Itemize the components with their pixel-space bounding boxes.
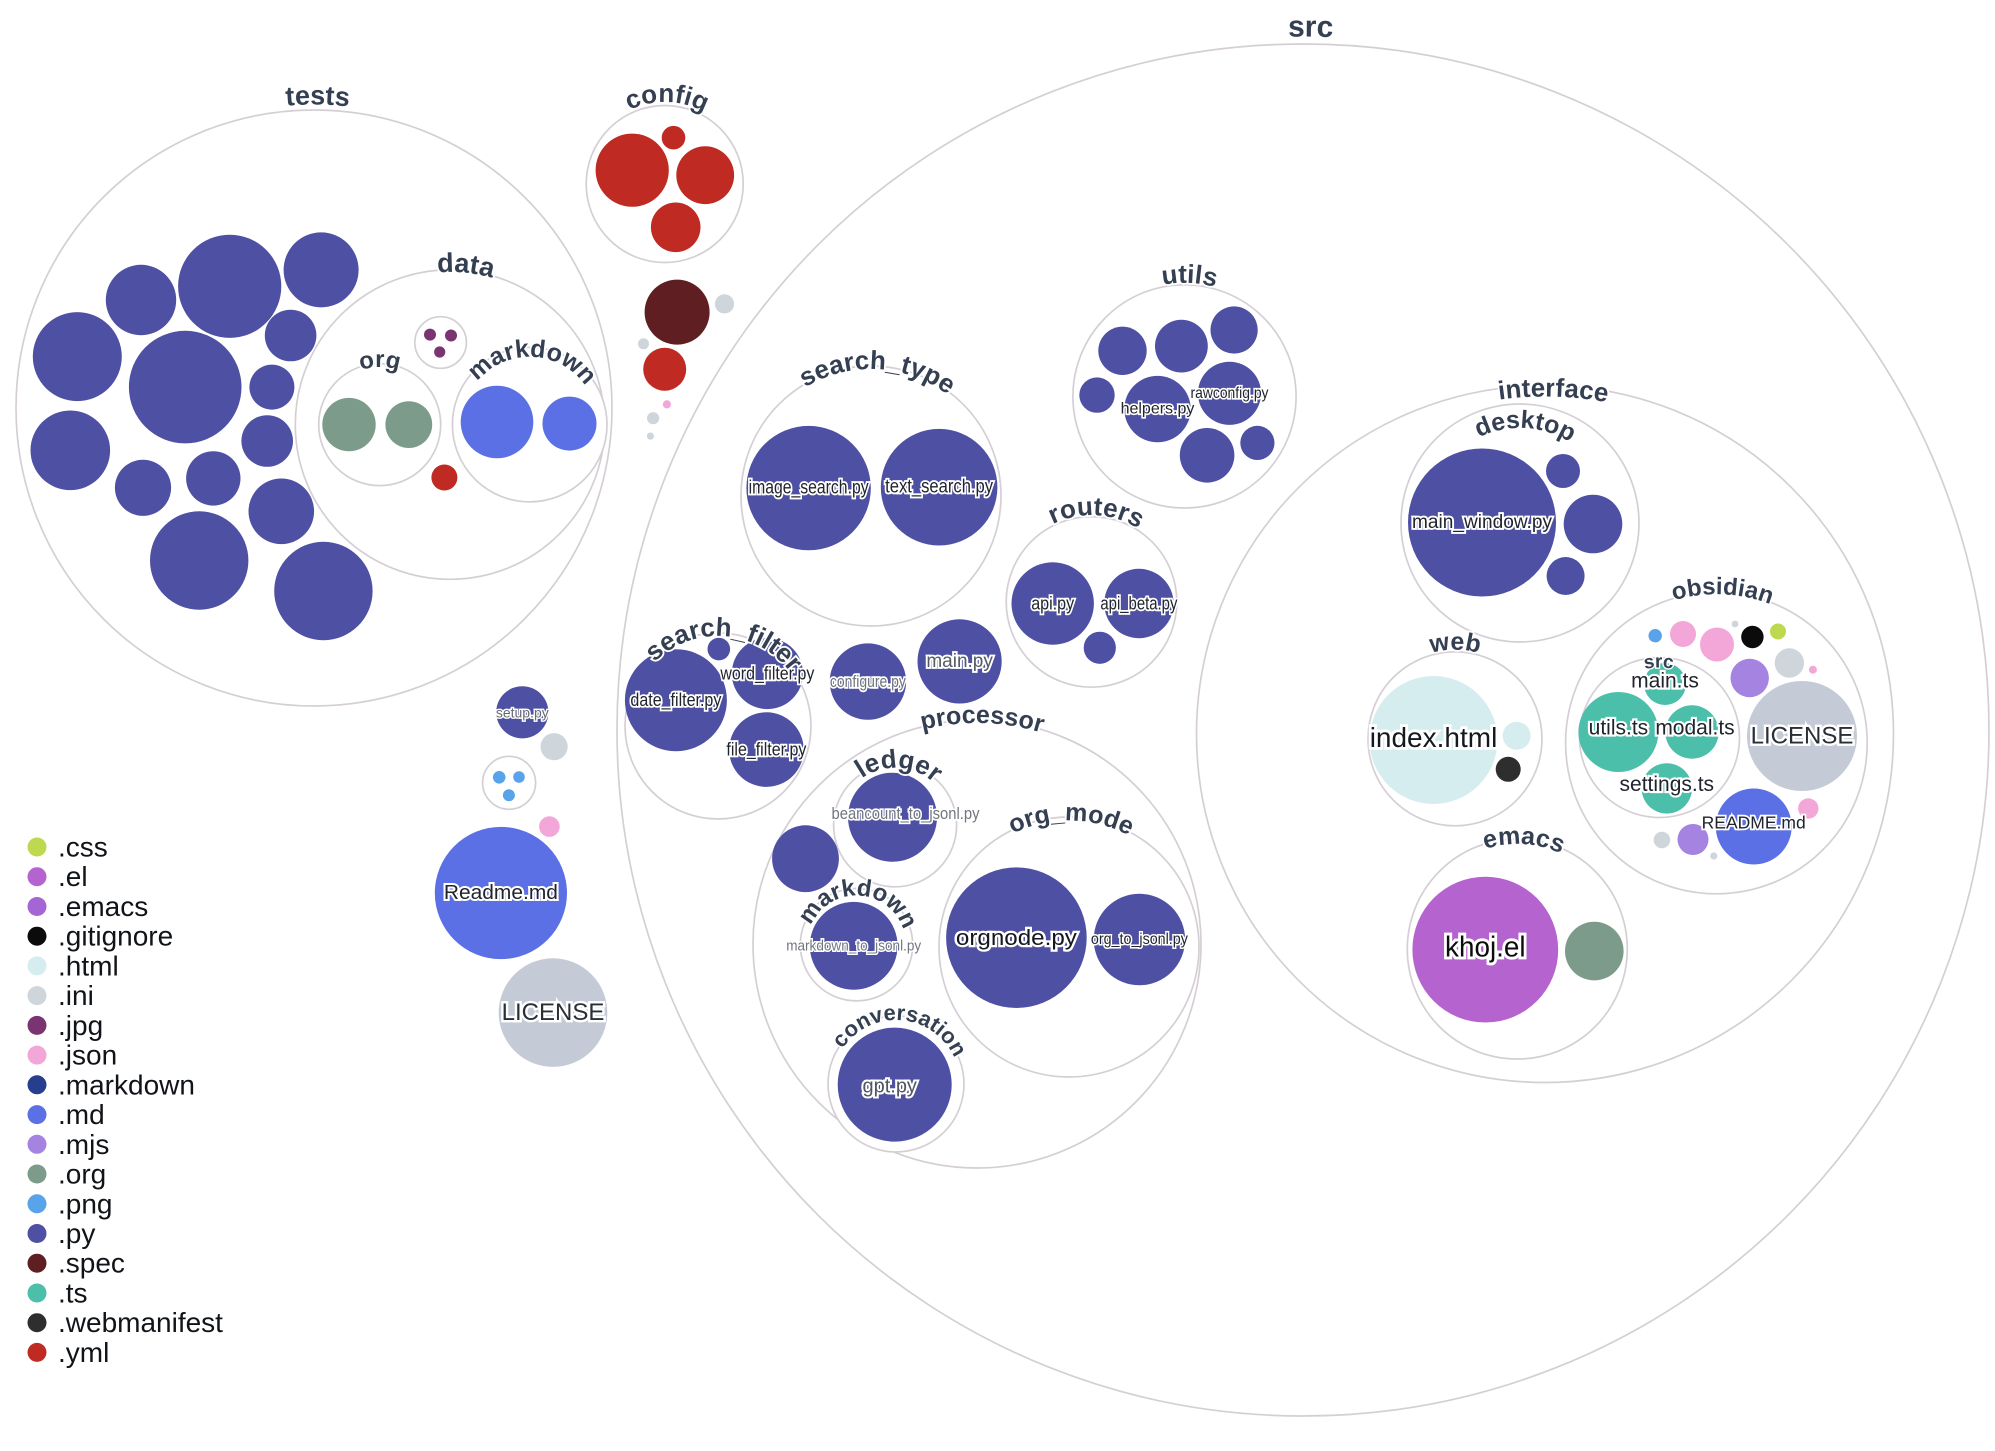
- svg-text:setup.py: setup.py: [496, 704, 549, 720]
- svg-text:markdown_to_jsonl.py: markdown_to_jsonl.py: [786, 937, 921, 954]
- svg-text:.jpg: .jpg: [58, 1010, 103, 1041]
- svg-text:main_window.py: main_window.py: [1412, 512, 1552, 533]
- svg-text:modal.ts: modal.ts: [1655, 717, 1734, 740]
- svg-text:settings.ts: settings.ts: [1620, 773, 1715, 796]
- svg-text:configure.py: configure.py: [830, 672, 906, 691]
- svg-text:date_filter.py: date_filter.py: [630, 690, 721, 711]
- svg-text:org: org: [356, 346, 403, 376]
- svg-text:rawconfig.py: rawconfig.py: [1191, 385, 1269, 402]
- svg-text:file_filter.py: file_filter.py: [726, 740, 806, 761]
- svg-text:.md: .md: [58, 1099, 105, 1130]
- svg-text:.webmanifest: .webmanifest: [58, 1307, 223, 1338]
- svg-text:utils.ts: utils.ts: [1589, 717, 1649, 740]
- svg-text:org_to_jsonl.py: org_to_jsonl.py: [1091, 931, 1188, 948]
- svg-text:khoj.el: khoj.el: [1445, 932, 1526, 964]
- svg-text:LICENSE: LICENSE: [502, 999, 605, 1026]
- svg-text:word_filter.py: word_filter.py: [720, 664, 815, 685]
- svg-text:.mjs: .mjs: [58, 1129, 109, 1160]
- svg-text:helpers.py: helpers.py: [1121, 401, 1195, 418]
- svg-text:.yml: .yml: [58, 1337, 109, 1368]
- svg-text:src: src: [1642, 651, 1675, 673]
- svg-text:.json: .json: [58, 1040, 117, 1071]
- svg-text:README.md: README.md: [1702, 813, 1806, 833]
- svg-text:.spec: .spec: [58, 1248, 125, 1279]
- svg-text:text_search.py: text_search.py: [885, 477, 993, 498]
- svg-text:index.html: index.html: [1370, 722, 1498, 753]
- svg-text:web: web: [1427, 628, 1484, 659]
- svg-text:api_beta.py: api_beta.py: [1100, 594, 1177, 615]
- svg-text:LICENSE: LICENSE: [1751, 723, 1854, 750]
- svg-text:Readme.md: Readme.md: [444, 882, 558, 904]
- svg-text:.ini: .ini: [58, 980, 94, 1011]
- svg-text:.html: .html: [58, 950, 119, 981]
- svg-text:.ts: .ts: [58, 1278, 88, 1309]
- svg-text:.markdown: .markdown: [58, 1069, 195, 1100]
- svg-text:api.py: api.py: [1031, 594, 1074, 614]
- svg-text:beancount_to_jsonl.py: beancount_to_jsonl.py: [832, 805, 981, 823]
- svg-text:.css: .css: [58, 832, 108, 863]
- svg-text:.emacs: .emacs: [58, 891, 148, 922]
- svg-text:.py: .py: [58, 1218, 95, 1249]
- svg-text:.gitignore: .gitignore: [58, 921, 173, 952]
- svg-text:main.ts: main.ts: [1631, 670, 1699, 693]
- svg-text:image_search.py: image_search.py: [749, 478, 869, 499]
- svg-text:main.py: main.py: [926, 651, 993, 672]
- svg-text:utils: utils: [1160, 259, 1221, 293]
- svg-text:src: src: [1288, 10, 1334, 44]
- svg-text:.png: .png: [58, 1188, 113, 1219]
- svg-text:orgnode.py: orgnode.py: [956, 925, 1078, 950]
- svg-text:gpt.py: gpt.py: [862, 1076, 916, 1098]
- svg-text:.el: .el: [58, 861, 88, 892]
- svg-text:.org: .org: [58, 1159, 106, 1190]
- svg-text:interface: interface: [1496, 372, 1611, 408]
